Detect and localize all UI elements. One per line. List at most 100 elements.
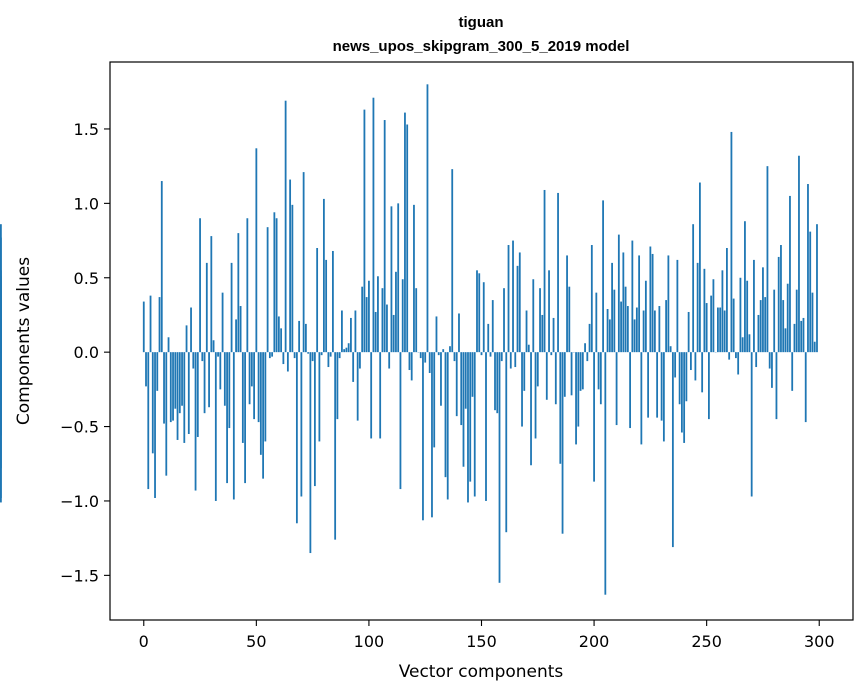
bar-99: [365, 297, 368, 353]
bar-291: [798, 155, 800, 353]
bar-144: [467, 352, 469, 503]
bar-280: [773, 289, 776, 353]
bar-0: [142, 301, 145, 353]
bar-78: [318, 352, 321, 442]
y-tick-label: 0.5: [74, 269, 99, 288]
bar-225: [649, 246, 652, 353]
bar-189: [568, 286, 571, 353]
bar-253: [712, 279, 715, 353]
bar-120: [413, 204, 415, 353]
bar-70: [300, 352, 303, 497]
bar-8: [160, 181, 163, 353]
bar-80: [322, 198, 325, 353]
bar-142: [462, 352, 465, 467]
bar-68: [295, 352, 298, 524]
bar-5: [154, 352, 156, 498]
bar-154: [489, 352, 492, 357]
bar-83: [329, 352, 332, 357]
bar-192: [575, 352, 577, 445]
bar-271: [753, 259, 755, 353]
bar-73: [307, 352, 310, 354]
bar-54: [264, 352, 267, 442]
bar-282: [777, 256, 780, 353]
bar-110: [390, 206, 393, 353]
bar-3: [149, 295, 152, 353]
x-tick-label: 0: [139, 632, 149, 651]
chart-subtitle: news_upos_skipgram_300_5_2019 model: [333, 38, 630, 55]
bar-74: [309, 352, 312, 554]
bar-274: [759, 300, 762, 353]
bar-220: [638, 255, 641, 353]
bar-251: [708, 352, 710, 420]
bar-165: [514, 352, 517, 368]
bar-72: [304, 323, 307, 353]
bar-262: [732, 298, 735, 353]
bar-113: [397, 203, 400, 353]
bar-107: [383, 120, 386, 353]
bar-294: [804, 352, 807, 423]
bar-212: [620, 301, 622, 353]
bar-87: [338, 352, 341, 359]
bar-123: [419, 352, 422, 359]
bar-158: [498, 352, 501, 583]
bar-101: [370, 352, 373, 439]
bar-116: [404, 112, 406, 353]
bar-47: [248, 352, 251, 405]
bar-276: [764, 297, 767, 353]
bar-180: [548, 270, 550, 353]
bar-112: [395, 271, 397, 353]
bar-65: [289, 179, 292, 353]
bar-85: [334, 352, 337, 540]
bar-126: [426, 84, 429, 353]
bar-79: [320, 352, 323, 356]
bar-174: [534, 352, 537, 439]
bar-10: [165, 352, 168, 476]
bar-131: [437, 352, 440, 356]
bar-82: [327, 352, 330, 368]
bar-211: [617, 234, 620, 353]
bar-224: [647, 352, 650, 418]
bar-66: [291, 204, 294, 353]
bar-270: [750, 352, 753, 497]
bar-172: [530, 352, 532, 466]
bar-6: [156, 352, 159, 391]
bar-234: [669, 346, 672, 353]
bar-undefined: [0, 352, 2, 405]
bar-27: [203, 352, 206, 414]
bar-132: [440, 352, 442, 406]
bar-293: [802, 317, 805, 353]
bar-159: [500, 352, 503, 362]
bar-28: [205, 262, 208, 353]
bar-277: [766, 166, 769, 353]
bar-255: [717, 307, 719, 353]
bar-233: [667, 255, 670, 353]
bar-12: [169, 352, 172, 423]
bar-40: [232, 352, 235, 500]
bar-31: [212, 340, 215, 353]
bar-284: [782, 300, 785, 353]
bar-108: [386, 304, 388, 353]
bar-203: [599, 352, 602, 405]
bar-25: [199, 218, 201, 353]
bar-84: [332, 250, 334, 353]
bar-223: [644, 280, 647, 353]
x-axis-label: Vector components: [399, 662, 564, 682]
bar-204: [602, 200, 604, 353]
bar-299: [816, 224, 818, 353]
bar-163: [509, 352, 512, 369]
bar-286: [786, 283, 789, 353]
bar-92: [350, 317, 352, 353]
bar-215: [626, 306, 629, 353]
y-tick-label: 1.5: [74, 120, 99, 139]
bar-263: [735, 352, 737, 359]
bar-153: [487, 323, 490, 353]
bar-150: [480, 352, 483, 356]
bar-42: [237, 233, 240, 353]
bar-57: [271, 352, 274, 357]
bar-187: [563, 352, 566, 397]
bar-289: [793, 323, 796, 353]
y-tick-label: −1.5: [60, 566, 99, 585]
bar-278: [768, 352, 771, 369]
bar-288: [791, 352, 794, 391]
bar-90: [345, 347, 348, 353]
